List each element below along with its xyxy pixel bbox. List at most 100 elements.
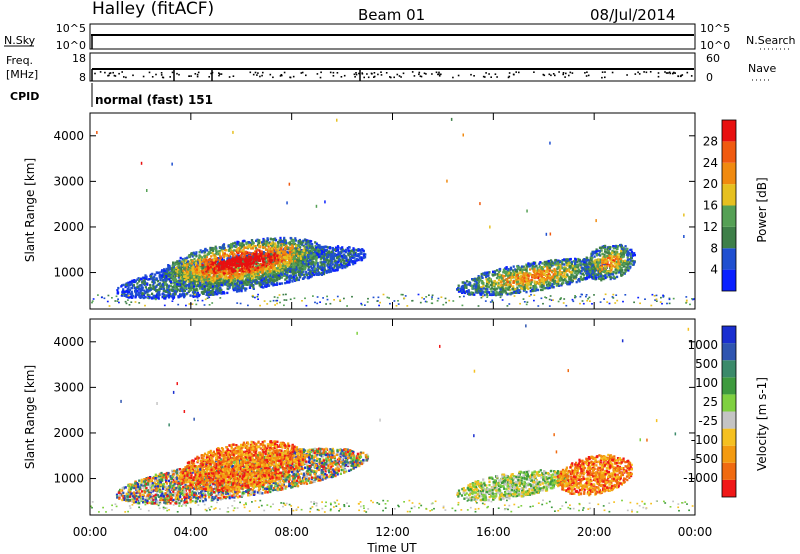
heatmap-cell [294,237,297,240]
heatmap-cell [255,259,258,262]
heatmap-cell [236,261,240,264]
heatmap-cell [201,256,204,259]
heatmap-cell [163,295,166,298]
heatmap-cell [524,282,527,285]
nave-marker [672,72,675,74]
heatmap-cell [159,278,162,282]
heatmap-cell [214,278,217,281]
heatmap-cell [136,282,139,285]
heatmap-cell [331,249,335,252]
heatmap-cell [214,245,217,248]
heatmap-cell [490,290,493,293]
heatmap-cell [289,250,292,254]
heatmap-cell [251,247,254,250]
heatmap-cell [202,269,206,272]
heatmap-cell [216,287,219,290]
heatmap-cell [238,284,241,287]
heatmap-cell [185,284,188,288]
heatmap-cell [131,296,134,299]
heatmap-cell [279,240,282,244]
heatmap-cell [273,252,276,255]
heatmap-cell [211,279,214,282]
heatmap-cell [195,261,198,265]
nave-marker [604,76,606,79]
heatmap-cell [267,243,270,247]
heatmap-cell [188,282,191,286]
heatmap-cell [296,263,299,267]
heatmap-cell [234,274,237,277]
nave-label: Nave [748,62,776,75]
nave-marker [601,76,603,79]
heatmap-cell [191,272,195,275]
heatmap-cell [184,278,187,281]
heatmap-cell [179,256,182,260]
heatmap-cell [136,278,139,281]
heatmap-cell [214,253,218,256]
heatmap-cell [304,238,307,242]
heatmap-cell [211,258,214,262]
heatmap-cell [278,277,281,281]
heatmap-cell [130,290,133,293]
heatmap-cell [345,257,348,260]
heatmap-cell [229,248,232,251]
heatmap-cell [235,260,238,263]
heatmap-cell [195,295,198,298]
nave-marker [107,74,109,77]
heatmap-cell [152,294,155,298]
heatmap-cell [271,241,274,244]
heatmap-cell [317,273,320,276]
heatmap-cell [149,273,153,277]
heatmap-cell [542,265,545,269]
heatmap-cell [343,256,346,260]
heatmap-cell [143,276,146,280]
heatmap-cell [288,246,291,249]
heatmap-cell [261,264,264,267]
heatmap-cell [228,286,231,289]
heatmap-cell [194,274,197,277]
nave-marker [123,76,125,78]
heatmap-cell [271,275,275,279]
heatmap-cell [201,264,204,267]
heatmap-cell [307,240,310,243]
heatmap-cell [292,259,295,262]
heatmap-cell [273,270,276,273]
heatmap-cell [176,283,179,286]
heatmap-cell [130,283,133,286]
nave-marker [289,76,291,79]
heatmap-cell [177,283,181,286]
heatmap-cell [274,283,277,286]
heatmap-cell [242,239,245,243]
heatmap-cell [282,250,285,253]
heatmap-cell [223,252,226,255]
heatmap-cell [272,268,275,271]
heatmap-cell [567,258,570,261]
nave-marker [108,74,110,77]
heatmap-cell [272,281,275,284]
heatmap-cell [358,256,361,260]
heatmap-cell [175,270,178,273]
heatmap-cell [269,253,272,256]
heatmap-cell [162,292,165,295]
heatmap-cell [575,280,578,284]
nave-marker [197,71,200,74]
heatmap-cell [267,245,270,248]
heatmap-cell [147,287,151,290]
heatmap-cell [146,283,149,286]
heatmap-cell [510,292,513,295]
heatmap-cell [221,257,224,260]
heatmap-cell [155,295,158,298]
heatmap-cell [180,273,183,277]
nave-marker [160,72,163,74]
nave-marker [419,75,422,77]
nave-marker [564,76,566,78]
heatmap-cell [241,267,244,270]
heatmap-cell [259,283,262,287]
nave-marker [272,76,274,79]
heatmap-cell [300,273,303,276]
heatmap-cell [221,250,224,253]
heatmap-cell [163,293,166,297]
heatmap-cell [174,271,177,275]
heatmap-cell [273,256,276,260]
heatmap-cell [232,264,236,267]
heatmap-cell [177,281,180,284]
